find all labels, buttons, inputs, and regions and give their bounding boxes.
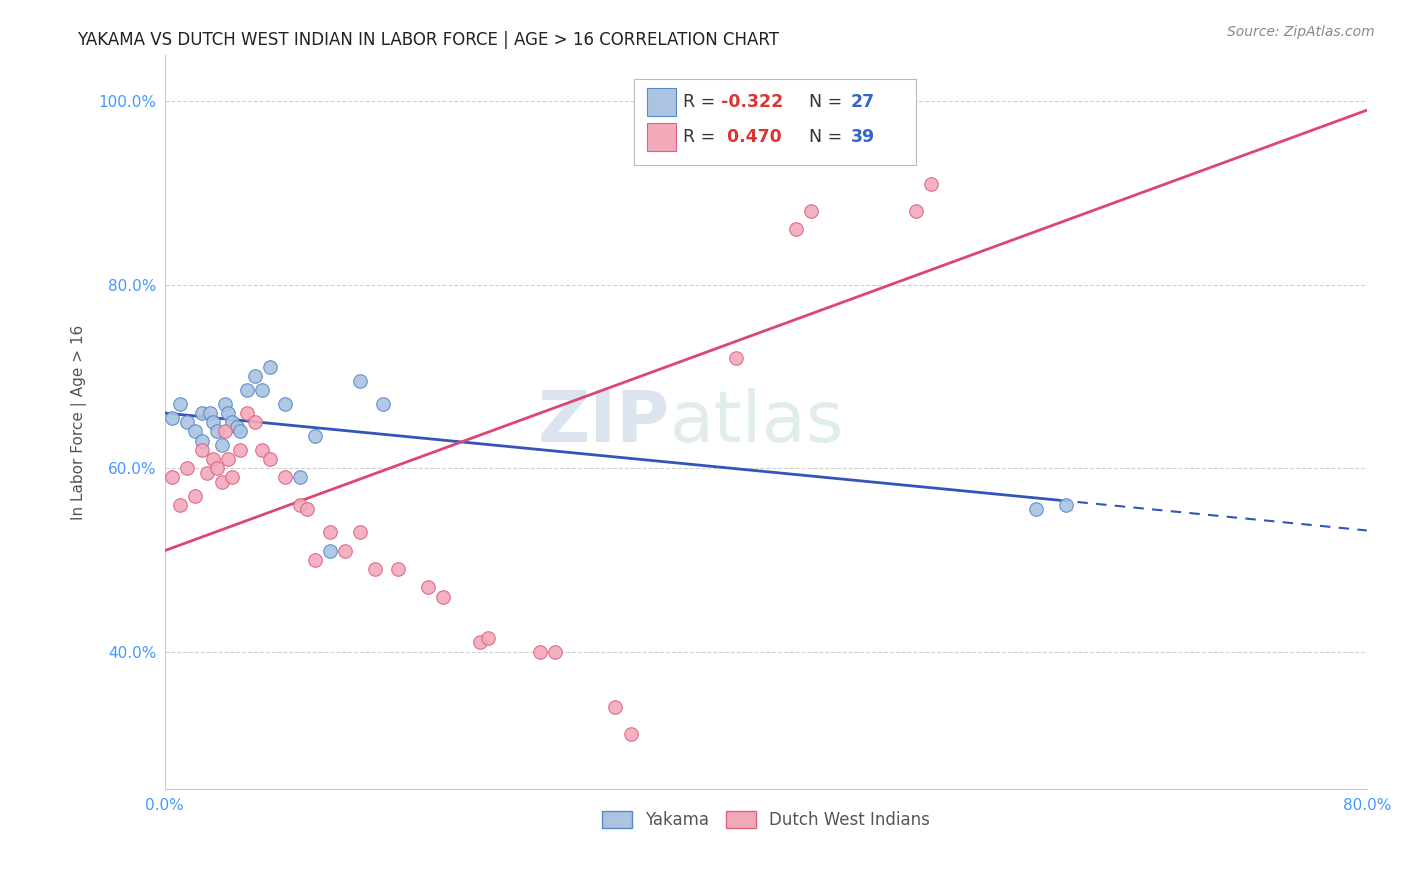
Point xyxy=(229,425,252,439)
Point xyxy=(605,699,627,714)
Point xyxy=(198,406,221,420)
Text: R =: R = xyxy=(683,128,720,145)
Point xyxy=(221,415,243,429)
Bar xyxy=(647,88,676,116)
Point xyxy=(432,590,454,604)
Point xyxy=(477,631,499,645)
Point xyxy=(333,543,356,558)
Text: atlas: atlas xyxy=(669,388,844,457)
Point xyxy=(252,383,274,397)
Point xyxy=(221,470,243,484)
Text: N =: N = xyxy=(808,93,848,112)
Point xyxy=(229,442,252,457)
Point xyxy=(243,415,266,429)
Point xyxy=(387,562,409,576)
Text: -0.322: -0.322 xyxy=(721,93,783,112)
Point xyxy=(214,397,236,411)
Point xyxy=(1054,498,1077,512)
Point xyxy=(214,425,236,439)
Point xyxy=(259,360,281,375)
Point xyxy=(236,406,259,420)
Point xyxy=(217,451,239,466)
Text: 39: 39 xyxy=(851,128,875,145)
Point xyxy=(544,644,567,658)
Point xyxy=(920,177,942,191)
Point xyxy=(800,204,823,219)
Point xyxy=(160,470,183,484)
FancyBboxPatch shape xyxy=(634,78,917,165)
Point xyxy=(349,525,371,540)
Text: 27: 27 xyxy=(851,93,875,112)
Point xyxy=(184,425,207,439)
Point xyxy=(211,438,233,452)
Point xyxy=(304,553,326,567)
Point xyxy=(288,498,311,512)
Point xyxy=(529,644,551,658)
Point xyxy=(905,204,928,219)
Point xyxy=(191,434,214,448)
Point xyxy=(297,502,319,516)
Text: 0.470: 0.470 xyxy=(721,128,782,145)
Point xyxy=(288,470,311,484)
Point xyxy=(201,415,224,429)
Point xyxy=(259,451,281,466)
Point xyxy=(349,374,371,388)
Point xyxy=(160,410,183,425)
Point xyxy=(184,489,207,503)
Point xyxy=(191,442,214,457)
Text: R =: R = xyxy=(683,93,720,112)
Point xyxy=(236,383,259,397)
Point xyxy=(319,525,342,540)
Point xyxy=(169,397,191,411)
Point xyxy=(304,429,326,443)
Point xyxy=(243,369,266,384)
Point xyxy=(207,425,229,439)
Point xyxy=(724,351,747,365)
Point xyxy=(201,451,224,466)
Point xyxy=(207,461,229,475)
Text: Source: ZipAtlas.com: Source: ZipAtlas.com xyxy=(1227,25,1375,39)
Point xyxy=(416,580,439,594)
Bar xyxy=(647,123,676,151)
Point xyxy=(1025,502,1047,516)
Point xyxy=(252,442,274,457)
Point xyxy=(274,470,297,484)
Point xyxy=(195,466,218,480)
Point xyxy=(176,461,198,475)
Point xyxy=(217,406,239,420)
Point xyxy=(785,222,807,236)
Point xyxy=(470,635,492,649)
Y-axis label: In Labor Force | Age > 16: In Labor Force | Age > 16 xyxy=(72,325,87,520)
Text: YAKAMA VS DUTCH WEST INDIAN IN LABOR FORCE | AGE > 16 CORRELATION CHART: YAKAMA VS DUTCH WEST INDIAN IN LABOR FOR… xyxy=(77,31,779,49)
Text: N =: N = xyxy=(808,128,848,145)
Point xyxy=(225,419,247,434)
Point xyxy=(176,415,198,429)
Point xyxy=(169,498,191,512)
Point xyxy=(319,543,342,558)
Point xyxy=(211,475,233,489)
Legend: Yakama, Dutch West Indians: Yakama, Dutch West Indians xyxy=(595,805,936,836)
Point xyxy=(364,562,387,576)
Text: ZIP: ZIP xyxy=(537,388,669,457)
Point xyxy=(191,406,214,420)
Point xyxy=(274,397,297,411)
Point xyxy=(371,397,394,411)
Point xyxy=(619,727,641,741)
